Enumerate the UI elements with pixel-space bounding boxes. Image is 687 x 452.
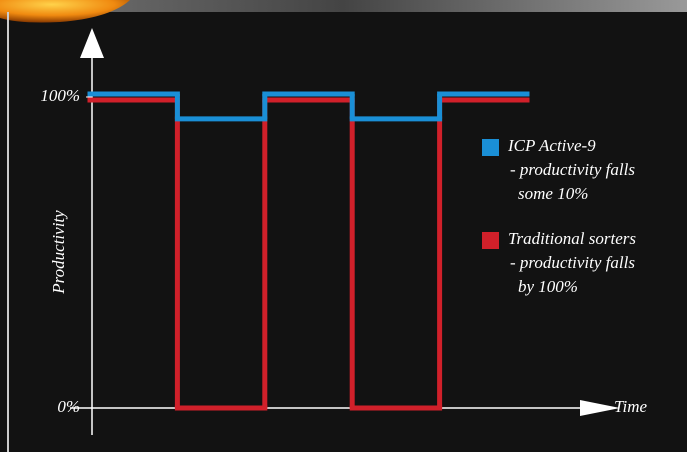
legend-label: ICP Active-9 (507, 136, 596, 155)
x-axis-arrow (580, 400, 620, 416)
y-axis-arrow (80, 28, 104, 58)
legend-note: - productivity falls (510, 160, 635, 179)
legend-label: Traditional sorters (508, 229, 636, 248)
legend-swatch (482, 139, 499, 156)
legend-note: - productivity falls (510, 253, 635, 272)
x-axis-label: Time (614, 397, 648, 416)
legend-note: some 10% (518, 184, 588, 203)
y-axis-label: Productivity (49, 210, 68, 295)
y-tick-label: 0% (57, 397, 80, 416)
y-tick-label: 100% (40, 86, 80, 105)
legend-swatch (482, 232, 499, 249)
legend-note: by 100% (518, 277, 578, 296)
logo-orb (0, 0, 130, 23)
photo-strip (0, 0, 687, 12)
